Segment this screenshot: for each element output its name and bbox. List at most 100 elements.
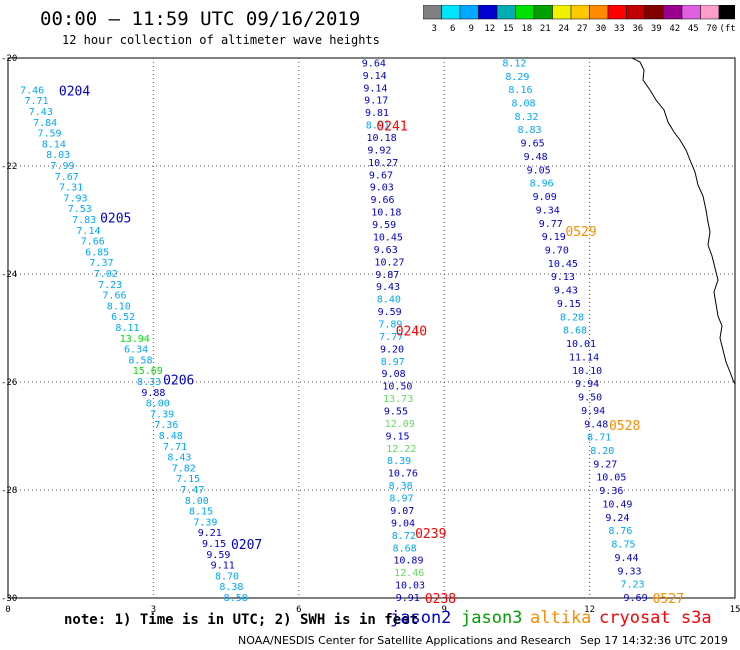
y-tick-label: -22: [1, 162, 17, 172]
wave-height-value: 7.67: [55, 172, 79, 183]
wave-height-value: 8.72: [392, 531, 416, 542]
y-tick-label: -24: [1, 270, 17, 280]
wave-height-value: 6.34: [124, 345, 148, 356]
colorbar-label: 30: [595, 24, 606, 34]
wave-height-value: 7.66: [81, 237, 105, 248]
colorbar-label: 36: [632, 24, 643, 34]
wave-height-value: 8.32: [514, 112, 538, 123]
colorbar-label: 21: [540, 24, 551, 34]
wave-height-value: 9.27: [593, 459, 617, 470]
wave-height-value: 15.69: [133, 366, 163, 377]
wave-height-value: 8.20: [590, 446, 614, 457]
wave-height-value: 8.68: [563, 326, 587, 337]
wave-height-value: 10.10: [572, 366, 602, 377]
wave-height-value: 10.50: [382, 382, 412, 393]
pass-time-label: 0238: [425, 592, 456, 607]
wave-height-value: 7.59: [37, 129, 61, 140]
colorbar-label: 27: [577, 24, 588, 34]
y-tick-label: -20: [1, 54, 17, 64]
colorbar-label: 12: [484, 24, 495, 34]
wave-height-value: 8.48: [159, 431, 183, 442]
wave-height-value: 6.52: [111, 312, 135, 323]
wave-height-value: 8.58: [128, 355, 152, 366]
wave-height-value: 7.71: [24, 96, 48, 107]
pass-time-label: 0206: [163, 373, 194, 388]
wave-height-value: 9.21: [198, 528, 222, 539]
wave-height-value: 7.02: [94, 269, 118, 280]
x-tick-label: 9: [441, 605, 446, 615]
wave-height-value: 9.67: [369, 170, 393, 181]
wave-height-value: 12.22: [386, 444, 416, 455]
wave-height-value: 8.16: [508, 85, 532, 96]
wave-height-value: 9.66: [370, 195, 394, 206]
wave-height-value: 9.34: [536, 205, 560, 216]
wave-height-value: 7.66: [102, 291, 126, 302]
wave-height-value: 9.87: [375, 270, 399, 281]
colorbar-label: 18: [521, 24, 532, 34]
wave-height-value: 10.01: [566, 339, 596, 350]
plot-frame: [7, 57, 736, 599]
wave-height-value: 7.23: [620, 580, 644, 591]
coastline: [631, 57, 736, 385]
wave-height-value: 9.05: [527, 165, 551, 176]
footer-credit: NOAA/NESDIS Center for Satellite Applica…: [238, 634, 572, 647]
wave-height-value: 9.48: [584, 419, 608, 430]
wave-height-value: 7.84: [33, 118, 57, 129]
wave-height-value: 7.14: [76, 226, 100, 237]
y-tick-label: -30: [1, 594, 17, 604]
wave-height-value: 9.44: [614, 553, 638, 564]
wave-height-value: 7.36: [154, 420, 178, 431]
colorbar-label: 39: [651, 24, 662, 34]
wave-height-value: 8.43: [167, 453, 191, 464]
wave-height-value: 8.08: [511, 98, 535, 109]
legend-note: note: 1) Time is in UTC; 2) SWH is in fe…: [64, 612, 419, 628]
wave-height-value: 8.97: [389, 494, 413, 505]
wave-height-value: 13.73: [383, 394, 413, 405]
chart-subtitle: 12 hour collection of altimeter wave hei…: [62, 33, 380, 47]
wave-height-value: 7.71: [163, 442, 187, 453]
wave-height-value: 7.83: [72, 215, 96, 226]
wave-height-value: 7.93: [63, 193, 87, 204]
wave-height-value: 9.94: [575, 379, 599, 390]
pass-time-label: 0239: [415, 527, 446, 542]
wave-height-value: 9.59: [206, 550, 230, 561]
wave-height-value: 8.97: [381, 357, 405, 368]
wave-height-value: 9.19: [542, 232, 566, 243]
wave-height-value: 9.77: [539, 219, 563, 230]
wave-height-value: 9.64: [362, 58, 386, 69]
colorbar-label: 24: [558, 24, 569, 34]
wave-height-value: 7.31: [59, 183, 83, 194]
y-tick-label: -28: [1, 486, 17, 496]
wave-height-value: 8.75: [611, 540, 635, 551]
wave-height-value: 9.15: [557, 299, 581, 310]
wave-height-value: 8.33: [137, 377, 161, 388]
wave-height-value: 9.59: [378, 307, 402, 318]
wave-height-value: 8.11: [115, 323, 139, 334]
wave-height-value: 9.03: [370, 183, 394, 194]
wave-height-value: 8.00: [185, 496, 209, 507]
wave-height-value: 10.45: [548, 259, 578, 270]
wave-height-value: 12.46: [394, 568, 424, 579]
wave-height-value: 10.27: [374, 257, 404, 268]
colorbar-label: 33: [614, 24, 625, 34]
wave-height-value: 9.63: [374, 245, 398, 256]
wave-height-value: 10.05: [596, 473, 626, 484]
wave-height-value: 9.15: [385, 431, 409, 442]
wave-height-value: 9.04: [391, 518, 415, 529]
colorbar-label: 45: [688, 24, 699, 34]
wave-height-value: 9.17: [364, 96, 388, 107]
legend-altika: altika: [530, 608, 592, 628]
wave-height-value: 8.38: [389, 481, 413, 492]
wave-height-value: 8.83: [518, 125, 542, 136]
wave-height-value: 9.11: [211, 561, 235, 572]
y-tick-label: -26: [1, 378, 17, 388]
x-tick-label: 15: [730, 605, 740, 615]
wave-height-value: 9.07: [390, 506, 414, 517]
wave-height-value: 8.00: [146, 399, 170, 410]
wave-height-value: 9.36: [599, 486, 623, 497]
wave-height-value: 8.14: [42, 139, 66, 150]
colorbar-label: (ft): [719, 24, 735, 34]
wave-height-value: 9.09: [533, 192, 557, 203]
wave-height-value: 9.50: [578, 393, 602, 404]
wave-height-value: 6.85: [85, 247, 109, 258]
